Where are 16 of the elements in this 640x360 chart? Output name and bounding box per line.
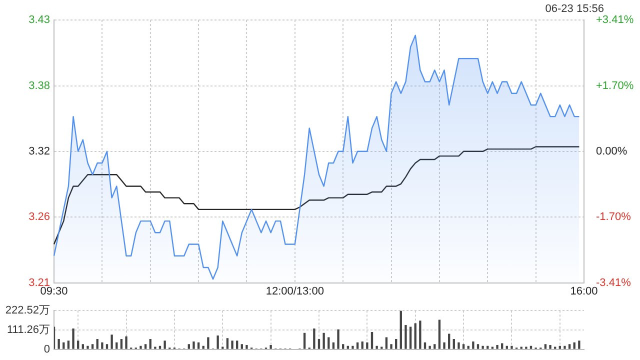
x-tick-label: 16:00 — [570, 285, 598, 298]
y2-tick-label: +3.41% — [596, 14, 634, 26]
y2-tick-label: +1.70% — [596, 80, 634, 92]
y-tick-label: 222.52万 — [5, 304, 50, 317]
y-tick-label: 0 — [44, 343, 50, 356]
y2-tick-label: -1.70% — [596, 210, 632, 223]
y2-tick-label: -3.41% — [596, 276, 632, 289]
y-tick-label: 3.26 — [28, 210, 50, 223]
x-tick-label: 09:30 — [40, 285, 68, 298]
y-tick-label: 111.26万 — [6, 324, 50, 336]
y-tick-label: 3.38 — [28, 80, 50, 92]
y2-tick-label: 0.00% — [596, 145, 628, 158]
y-tick-label: 3.32 — [28, 145, 50, 158]
y-tick-label: 3.43 — [28, 14, 50, 26]
x-tick-label: 12:00/13:00 — [266, 285, 324, 298]
chart-subtitle: 06-23 15:56 — [545, 3, 604, 15]
